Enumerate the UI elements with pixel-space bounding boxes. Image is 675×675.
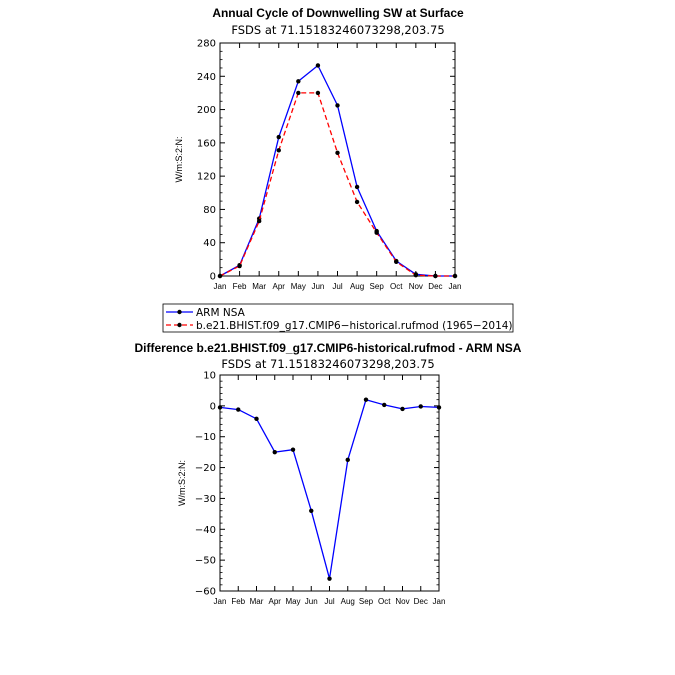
chart2-xtick-label: Jan	[433, 597, 446, 606]
chart1-ytick-label: 200	[197, 105, 216, 116]
chart1-title: Annual Cycle of Downwelling SW at Surfac…	[212, 6, 464, 20]
chart2-ytick-label: 0	[210, 401, 216, 412]
chart2-series-0-point	[400, 406, 405, 412]
chart2-xtick-label: Feb	[231, 597, 245, 606]
chart2-ytick-label: −30	[195, 494, 216, 505]
legend-model-label: b.e21.BHIST.f09_g17.CMIP6−historical.ruf…	[196, 320, 513, 332]
chart1-series-1-point	[217, 273, 223, 279]
chart1-series-1-point	[315, 90, 321, 96]
chart1-series-1-point	[413, 272, 419, 278]
chart1-series-1-point	[374, 230, 379, 235]
chart1-ylabel: W/m:S:2:N:	[174, 136, 184, 182]
chart1-ytick-label: 280	[197, 39, 216, 50]
chart1-series-1-point	[452, 273, 458, 279]
chart1-series-1-point	[296, 90, 301, 96]
chart1-series-0-point	[315, 63, 321, 68]
chart1-ytick-label: 80	[203, 205, 216, 216]
chart2-plot: −60 −50 −40 −30 −20 −10 0 10 Jan Feb Mar Apr May Jun J…	[177, 371, 445, 607]
chart2-series-0-point	[254, 416, 259, 422]
chart2-title: Difference b.e21.BHIST.f09_g17.CMIP6-his…	[135, 341, 522, 355]
chart1-series-0-point	[296, 79, 301, 84]
chart1-xtick-label: Jul	[332, 282, 342, 291]
chart2-xtick-label: Apr	[269, 597, 282, 606]
chart1-series-0-point	[335, 103, 340, 108]
chart1-xtick-label: Dec	[428, 282, 442, 291]
chart1-series-1-point	[394, 259, 399, 265]
chart2-xtick-label: Nov	[395, 597, 409, 606]
chart1-xtick-label: May	[291, 282, 306, 291]
chart2-series-0-point	[327, 576, 332, 581]
legend-model-marker	[177, 322, 182, 328]
legend-box	[162, 303, 514, 333]
chart2-xtick-label: Sep	[359, 597, 374, 606]
chart2-ytick-label: −60	[195, 587, 216, 598]
chart1-series-1-point	[276, 148, 281, 153]
chart1-xtick-label: Jun	[311, 282, 324, 291]
chart1-ytick-label: 40	[203, 238, 216, 249]
chart1-ytick-label: 240	[197, 72, 216, 83]
chart1-xtick-label: Aug	[350, 282, 364, 291]
chart2-series-0-point	[272, 449, 277, 455]
chart1-series-1-point	[256, 218, 262, 224]
chart2-series-0-point	[217, 405, 223, 410]
chart1-xtick-label: Nov	[409, 282, 423, 291]
chart1-xtick-label: Mar	[252, 282, 266, 291]
chart2-series-0-point	[309, 508, 314, 513]
chart2-ytick-label: −20	[195, 463, 216, 474]
chart1-series-1-point	[335, 150, 340, 156]
chart2-xtick-label: Jul	[324, 597, 334, 606]
chart1-xtick-label: Sep	[370, 282, 385, 291]
chart2-xtick-label: Dec	[414, 597, 428, 606]
chart2-series-0-line	[219, 399, 440, 580]
chart2-series-0-point	[382, 402, 387, 408]
chart2-series-0-point	[418, 404, 423, 409]
chart1-xtick-label: Feb	[233, 282, 247, 291]
legend-arm-marker	[177, 309, 182, 315]
chart1-subtitle: FSDS at 71.15183246073298,203.75	[231, 23, 444, 37]
chart2-ytick-label: −40	[195, 525, 216, 536]
chart1-series-1-point	[433, 273, 438, 279]
chart2-ytick-label: 10	[203, 371, 216, 382]
chart2-series-0-point	[363, 397, 369, 402]
chart1-series-1-line	[219, 92, 455, 277]
chart2-ylabel: W/m:S:2:N:	[177, 460, 187, 506]
chart1-series-1-point	[354, 199, 360, 205]
chart1-xtick-label: Oct	[390, 282, 403, 291]
chart2-xtick-label: Oct	[378, 597, 391, 606]
chart1-series-0-point	[354, 184, 360, 190]
chart2-ytick-label: −10	[195, 432, 216, 443]
chart1-series-0-point	[276, 134, 281, 140]
chart1-ytick-label: 0	[210, 272, 216, 283]
chart1-xtick-label: Jan	[214, 282, 227, 291]
chart1-frame	[219, 42, 456, 277]
chart2-xtick-label: Jan	[214, 597, 227, 606]
chart1-ytick-label: 160	[197, 138, 216, 149]
chart2-subtitle: FSDS at 71.15183246073298,203.75	[221, 357, 434, 371]
chart2-xtick-label: Mar	[250, 597, 264, 606]
legend-arm-label: ARM NSA	[196, 307, 246, 319]
chart2-series-0-point	[345, 457, 350, 463]
chart1-series-1-point	[237, 263, 242, 269]
chart2-ytick-label: −50	[195, 556, 216, 567]
chart1-xtick-label: Apr	[273, 282, 286, 291]
chart2-series-0-point	[436, 405, 442, 410]
chart2-frame	[219, 374, 440, 592]
chart2-series-0-point	[290, 447, 296, 452]
chart2-xtick-label: Jun	[305, 597, 318, 606]
chart1-plot: 0 40 80 120 160 200 240 280 Jan Feb Mar Apr May Jun Ju…	[174, 39, 461, 292]
chart2-xtick-label: Aug	[341, 597, 355, 606]
legend: ARM NSA b.e21.BHIST.f09_g17.CMIP6−histor…	[162, 303, 514, 333]
chart1-xtick-label: Jan	[449, 282, 462, 291]
chart2-xtick-label: May	[285, 597, 300, 606]
chart1-ytick-label: 120	[197, 172, 216, 183]
chart1-series-0-line	[219, 64, 455, 277]
chart2-series-0-point	[236, 407, 241, 412]
